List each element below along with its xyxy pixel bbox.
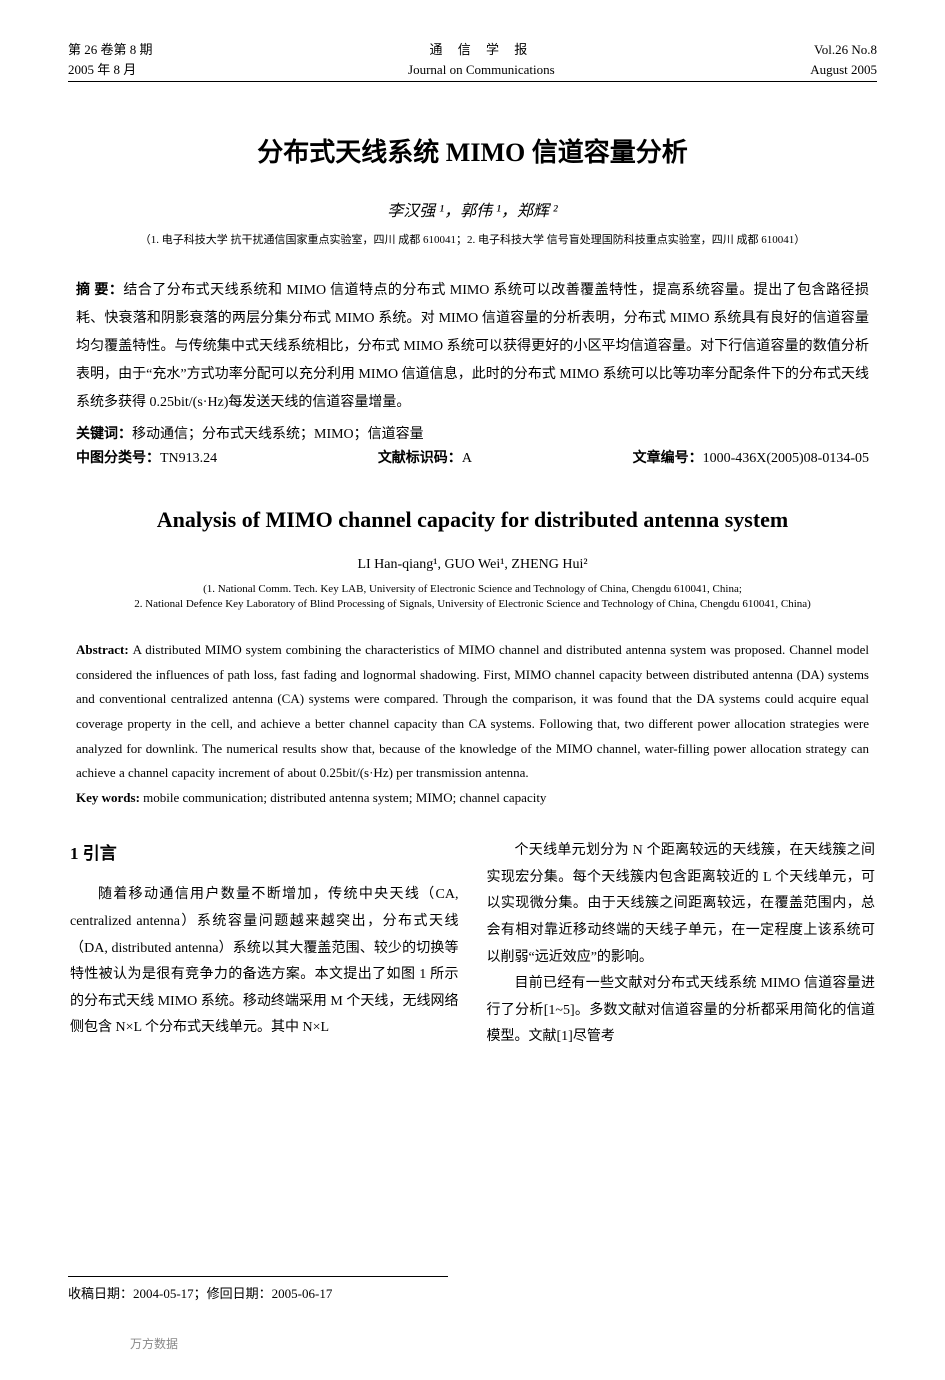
journal-en: Journal on Communications: [408, 60, 555, 80]
affiliations-cn: （1. 电子科技大学 抗干扰通信国家重点实验室，四川 成都 610041；2. …: [68, 231, 877, 247]
date-cn: 2005 年 8 月: [68, 60, 153, 80]
header-center: 通 信 学 报 Journal on Communications: [408, 40, 555, 79]
authors-en: LI Han-qiang¹, GUO Wei¹, ZHENG Hui²: [68, 557, 877, 573]
class-number: 中图分类号：TN913.24: [76, 447, 217, 467]
abstract-cn-block: 摘 要：结合了分布式天线系统和 MIMO 信道特点的分布式 MIMO 系统可以改…: [76, 277, 869, 417]
right-paragraph-2: 目前已经有一些文献对分布式天线系统 MIMO 信道容量进行了分析[1~5]。多数…: [487, 971, 876, 1051]
volume-en: Vol.26 No.8: [810, 40, 877, 60]
header-right: Vol.26 No.8 August 2005: [810, 40, 877, 79]
keywords-en-block: Key words: mobile communication; distrib…: [76, 790, 869, 806]
running-header: 第 26 卷第 8 期 2005 年 8 月 通 信 学 报 Journal o…: [68, 40, 877, 82]
left-column: 1 引言 随着移动通信用户数量不断增加，传统中央天线（CA, centraliz…: [70, 838, 459, 1051]
affil-en-2: 2. National Defence Key Laboratory of Bl…: [68, 598, 877, 610]
right-column: 个天线单元划分为 N 个距离较远的天线簇，在天线簇之间实现宏分集。每个天线簇内包…: [487, 838, 876, 1051]
abstract-en-text: A distributed MIMO system combining the …: [76, 642, 869, 780]
authors-cn: 李汉强 ¹，郭伟 ¹，郑辉 ²: [68, 197, 877, 221]
paper-title-en: Analysis of MIMO channel capacity for di…: [68, 507, 877, 533]
keywords-en-text: mobile communication; distributed antenn…: [143, 790, 546, 805]
paper-title-cn: 分布式天线系统 MIMO 信道容量分析: [68, 132, 877, 169]
keywords-cn-block: 关键词：移动通信；分布式天线系统；MIMO；信道容量: [76, 423, 869, 443]
abstract-cn-label: 摘 要：: [76, 283, 123, 298]
wanfang-watermark: 万方数据: [130, 1335, 178, 1352]
right-paragraph-1: 个天线单元划分为 N 个距离较远的天线簇，在天线簇之间实现宏分集。每个天线簇内包…: [487, 838, 876, 971]
abstract-en-label: Abstract:: [76, 642, 133, 657]
volume-cn: 第 26 卷第 8 期: [68, 40, 153, 60]
affiliations-en: (1. National Comm. Tech. Key LAB, Univer…: [68, 583, 877, 610]
article-id: 文章编号：1000-436X(2005)08-0134-05: [633, 447, 869, 467]
section-1-heading: 1 引言: [70, 838, 459, 870]
keywords-cn-label: 关键词：: [76, 427, 132, 442]
affil-en-1: (1. National Comm. Tech. Key LAB, Univer…: [68, 583, 877, 595]
keywords-en-label: Key words:: [76, 790, 143, 805]
keywords-cn-text: 移动通信；分布式天线系统；MIMO；信道容量: [132, 427, 424, 442]
header-left: 第 26 卷第 8 期 2005 年 8 月: [68, 40, 153, 79]
body-two-column: 1 引言 随着移动通信用户数量不断增加，传统中央天线（CA, centraliz…: [70, 838, 875, 1051]
document-code: 文献标识码：A: [378, 447, 472, 467]
date-en: August 2005: [810, 60, 877, 80]
left-paragraph-1: 随着移动通信用户数量不断增加，传统中央天线（CA, centralized an…: [70, 882, 459, 1042]
abstract-en-block: Abstract: A distributed MIMO system comb…: [76, 638, 869, 786]
classification-line: 中图分类号：TN913.24 文献标识码：A 文章编号：1000-436X(20…: [76, 447, 869, 467]
journal-cn: 通 信 学 报: [408, 40, 555, 60]
abstract-cn-text: 结合了分布式天线系统和 MIMO 信道特点的分布式 MIMO 系统可以改善覆盖特…: [76, 283, 869, 410]
receipt-dates: 收稿日期：2004-05-17；修回日期：2005-06-17: [68, 1276, 448, 1302]
